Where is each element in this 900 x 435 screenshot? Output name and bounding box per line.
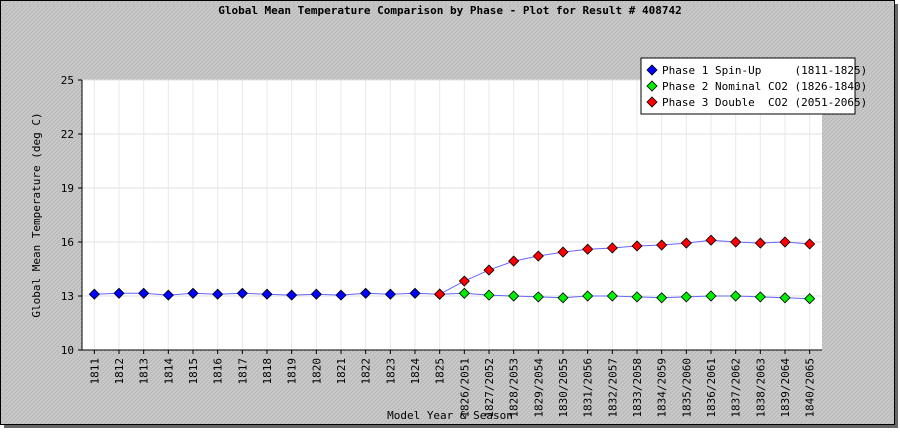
point [754, 237, 766, 249]
x-tick-label: 1812 [113, 358, 126, 385]
point [705, 290, 717, 302]
y-tick-label: 22 [61, 128, 74, 141]
point [113, 287, 125, 299]
x-tick-label: 1819 [286, 358, 299, 385]
point [730, 290, 742, 302]
x-tick-label: 1837/2062 [730, 358, 743, 418]
point [236, 287, 248, 299]
point [483, 289, 495, 301]
point [730, 236, 742, 248]
x-tick-label: 1828/2053 [508, 358, 521, 418]
x-axis-label: Model Year & Season [387, 409, 513, 422]
legend-label: Phase 3 Double CO2 (2051-2065) [662, 96, 867, 109]
point [187, 287, 199, 299]
point [582, 243, 594, 255]
point [631, 240, 643, 252]
x-tick-label: 1820 [310, 358, 323, 385]
point [458, 275, 470, 287]
point [409, 287, 421, 299]
point [138, 287, 150, 299]
point [631, 291, 643, 303]
x-tick-label: 1836/2061 [705, 358, 718, 418]
x-tick-label: 1823 [384, 358, 397, 385]
x-tick-label: 1826/2051 [458, 358, 471, 418]
y-tick-label: 13 [61, 290, 74, 303]
x-tick-label: 1825 [434, 358, 447, 385]
y-tick-label: 10 [61, 344, 74, 357]
x-tick-label: 1818 [261, 358, 274, 385]
point [705, 234, 717, 246]
x-tick-label: 1816 [212, 358, 225, 385]
legend-marker [646, 64, 658, 76]
x-tick-label: 1811 [88, 358, 101, 385]
point [606, 290, 618, 302]
point [680, 291, 692, 303]
x-tick-label: 1813 [138, 358, 151, 385]
x-tick-label: 1833/2058 [631, 358, 644, 418]
y-tick-label: 19 [61, 182, 74, 195]
point [582, 290, 594, 302]
point [557, 292, 569, 304]
y-axis-label: Global Mean Temperature (deg C) [30, 112, 43, 317]
legend [640, 57, 856, 115]
marks [88, 234, 816, 305]
legend-label: Phase 2 Nominal CO2 (1826-1840) [662, 80, 867, 93]
point [656, 239, 668, 251]
chart-title: Global Mean Temperature Comparison by Ph… [218, 4, 682, 17]
point [261, 288, 273, 300]
plot-area [82, 80, 822, 350]
legend-marker [646, 80, 658, 92]
y-tick-label: 16 [61, 236, 74, 249]
x-tick-label: 1822 [360, 358, 373, 385]
x-tick-label: 1815 [187, 358, 200, 385]
legend-marker [646, 96, 658, 108]
point [434, 288, 446, 300]
point [212, 288, 224, 300]
x-tick-label: 1827/2052 [483, 358, 496, 418]
y-tick-label: 25 [61, 74, 74, 87]
x-tick-label: 1832/2057 [606, 358, 619, 418]
series-line [439, 239, 810, 295]
point [335, 289, 347, 301]
x-tick-label: 1824 [409, 358, 422, 385]
x-tick-label: 1830/2055 [557, 358, 570, 418]
point [557, 246, 569, 258]
point [384, 288, 396, 300]
x-tick-label: 1814 [162, 358, 175, 385]
point [360, 287, 372, 299]
x-tick-label: 1821 [335, 358, 348, 385]
point [779, 236, 791, 248]
legend-label: Phase 1 Spin-Up (1811-1825) [662, 64, 867, 77]
x-tick-label: 1829/2054 [532, 358, 545, 418]
point [458, 287, 470, 299]
point [532, 250, 544, 262]
point [680, 237, 692, 249]
point [754, 291, 766, 303]
x-tick-label: 1840/2065 [804, 358, 817, 418]
point [532, 291, 544, 303]
point [606, 242, 618, 254]
point [656, 292, 668, 304]
point [508, 290, 520, 302]
x-tick-label: 1834/2059 [656, 358, 669, 418]
point [483, 264, 495, 276]
point [779, 292, 791, 304]
point [286, 289, 298, 301]
x-tick-label: 1838/2063 [754, 358, 767, 418]
point [804, 293, 816, 305]
x-tick-label: 1817 [236, 358, 249, 385]
point [508, 255, 520, 267]
x-tick-label: 1835/2060 [680, 358, 693, 418]
series-line [439, 292, 810, 300]
x-tick-label: 1839/2064 [779, 358, 792, 418]
point [162, 289, 174, 301]
x-tick-label: 1831/2056 [582, 358, 595, 418]
point [804, 238, 816, 250]
point [310, 288, 322, 300]
point [88, 288, 100, 300]
